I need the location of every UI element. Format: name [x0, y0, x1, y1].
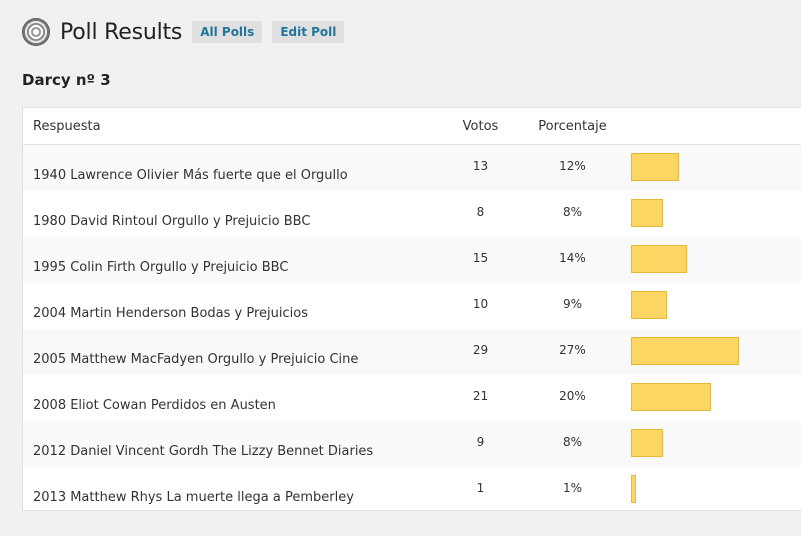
result-bar	[631, 291, 667, 319]
votes-cell: 10	[472, 297, 489, 311]
table-body: 1940 Lawrence Olivier Más fuerte que el …	[23, 145, 801, 510]
bar-cell	[631, 245, 801, 275]
answer-cell: 1940 Lawrence Olivier Más fuerte que el …	[33, 167, 348, 183]
votes-cell: 8	[476, 205, 485, 219]
votes-cell: 9	[476, 435, 485, 449]
table-row: 1980 David Rintoul Orgullo y Prejuicio B…	[23, 191, 801, 237]
result-bar	[631, 199, 663, 227]
table-header: Respuesta Votos Porcentaje	[23, 108, 801, 145]
column-header-percent: Porcentaje	[538, 118, 607, 134]
bar-cell	[631, 153, 801, 183]
all-polls-button[interactable]: All Polls	[192, 21, 263, 43]
edit-poll-button[interactable]: Edit Poll	[272, 21, 345, 43]
page-header: Poll Results All Polls Edit Poll	[22, 17, 345, 47]
answer-cell: 2004 Martin Henderson Bodas y Prejuicios	[33, 305, 308, 321]
table-row: 2013 Matthew Rhys La muerte llega a Pemb…	[23, 467, 801, 510]
result-bar	[631, 337, 739, 365]
results-table: Respuesta Votos Porcentaje 1940 Lawrence…	[22, 107, 801, 511]
answer-cell: 2005 Matthew MacFadyen Orgullo y Prejuic…	[33, 351, 359, 367]
table-row: 2012 Daniel Vincent Gordh The Lizzy Benn…	[23, 421, 801, 467]
poll-icon	[22, 18, 50, 46]
bar-cell	[631, 337, 801, 367]
answer-cell: 2013 Matthew Rhys La muerte llega a Pemb…	[33, 489, 354, 505]
votes-cell: 13	[472, 159, 489, 173]
votes-cell: 21	[472, 389, 489, 403]
result-bar	[631, 475, 636, 503]
table-row: 1940 Lawrence Olivier Más fuerte que el …	[23, 145, 801, 191]
result-bar	[631, 383, 711, 411]
percent-cell: 8%	[562, 205, 583, 219]
result-bar	[631, 153, 679, 181]
result-bar	[631, 429, 663, 457]
votes-cell: 15	[472, 251, 489, 265]
bar-cell	[631, 199, 801, 229]
percent-cell: 9%	[562, 297, 583, 311]
percent-cell: 14%	[559, 251, 586, 265]
poll-name: Darcy nº 3	[22, 71, 111, 89]
answer-cell: 2008 Eliot Cowan Perdidos en Austen	[33, 397, 276, 413]
votes-cell: 29	[472, 343, 489, 357]
column-header-answer: Respuesta	[33, 118, 101, 134]
column-header-votes: Votos	[462, 118, 499, 134]
table-row: 1995 Colin Firth Orgullo y Prejuicio BBC…	[23, 237, 801, 283]
bar-cell	[631, 291, 801, 321]
page-title: Poll Results	[60, 19, 183, 45]
table-row: 2005 Matthew MacFadyen Orgullo y Prejuic…	[23, 329, 801, 375]
bar-cell	[631, 383, 801, 413]
percent-cell: 20%	[559, 389, 586, 403]
bar-cell	[631, 429, 801, 459]
answer-cell: 2012 Daniel Vincent Gordh The Lizzy Benn…	[33, 443, 374, 459]
percent-cell: 1%	[562, 481, 583, 495]
percent-cell: 12%	[559, 159, 586, 173]
answer-cell: 1995 Colin Firth Orgullo y Prejuicio BBC	[33, 259, 289, 275]
bar-cell	[631, 475, 801, 505]
table-row: 2004 Martin Henderson Bodas y Prejuicios…	[23, 283, 801, 329]
percent-cell: 27%	[559, 343, 586, 357]
result-bar	[631, 245, 687, 273]
table-row: 2008 Eliot Cowan Perdidos en Austen 21 20%	[23, 375, 801, 421]
votes-cell: 1	[476, 481, 485, 495]
percent-cell: 8%	[562, 435, 583, 449]
answer-cell: 1980 David Rintoul Orgullo y Prejuicio B…	[33, 213, 311, 229]
